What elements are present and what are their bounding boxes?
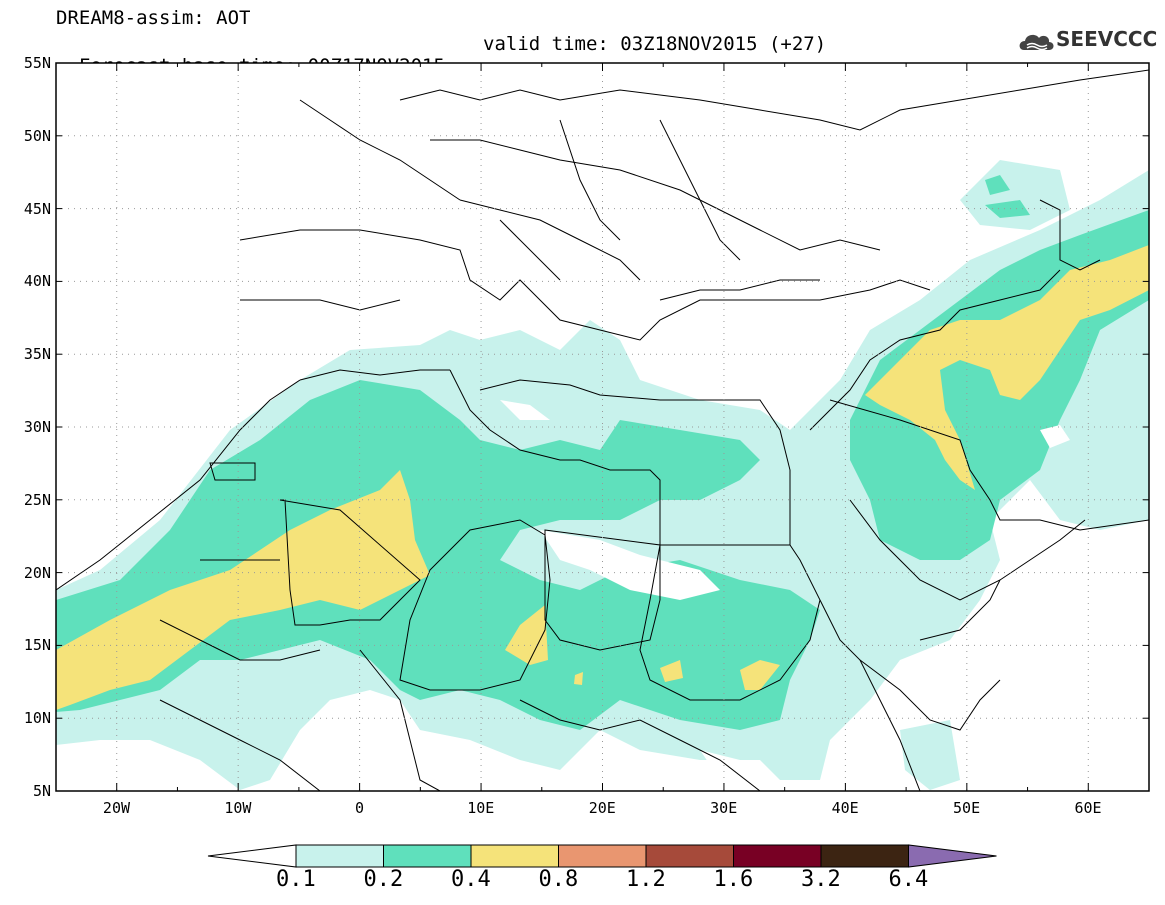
colorbar-level-label: 6.4 [888,867,929,892]
lon-tick-label: 0 [355,799,365,817]
colorbar-level-label: 3.2 [801,867,841,892]
colorbar-over-triangle [908,844,997,868]
lon-tick-label: 20W [102,799,131,817]
lon-tick-label: 20E [588,799,616,817]
lon-tick-label: 10E [467,799,495,817]
lat-tick-label: 25N [23,490,51,509]
lat-tick-label: 15N [23,636,51,655]
colorbar-box [470,844,559,868]
colorbar-box [558,844,647,868]
colorbar-level-label: 0.2 [363,867,404,892]
title-product: DREAM8-assim: AOT [56,7,251,29]
seevccc-logo-text: SEEVCCC [1056,27,1158,51]
lon-tick-label: 30E [710,799,738,817]
seevccc-logo-cloud-icon [1019,34,1054,51]
colorbar-box [295,844,384,868]
colorbar-level-label: 0.8 [538,867,579,892]
lat-tick-label: 35N [23,345,51,364]
lon-tick-label: 40E [831,799,859,817]
colorbar-box [645,844,734,868]
colorbar-level-label: 1.2 [626,867,666,892]
lon-tick-label: 50E [953,799,981,817]
coastlines-borders [56,69,1149,791]
lat-tick-label: 50N [23,126,51,145]
aot-holes [500,400,1070,780]
lat-tick-label: 30N [23,418,51,436]
colorbar-level-label: 1.6 [713,867,754,892]
axis-ticks [55,62,1150,792]
aot-band-0.4-0.8 [56,245,1149,710]
colorbar-box [383,844,472,868]
lat-tick-label: 55N [23,54,51,72]
valid-time-label: valid time: 03Z18NOV2015 (+27) [483,33,827,55]
lat-tick-label: 5N [32,782,51,800]
graticule [56,63,1149,791]
lon-tick-label: 60E [1074,799,1102,817]
lat-tick-label: 45N [23,199,51,218]
colorbar-level-label: 0.1 [276,867,316,892]
colorbar [207,844,997,868]
colorbar-box [820,844,909,868]
colorbar-box [733,844,822,868]
lat-tick-label: 40N [23,272,51,291]
colorbar-level-label: 0.4 [451,867,491,892]
lat-tick-label: 10N [23,709,51,728]
lat-tick-label: 20N [23,563,51,582]
lon-tick-label: 10W [224,799,252,817]
colorbar-under-triangle [207,844,297,868]
